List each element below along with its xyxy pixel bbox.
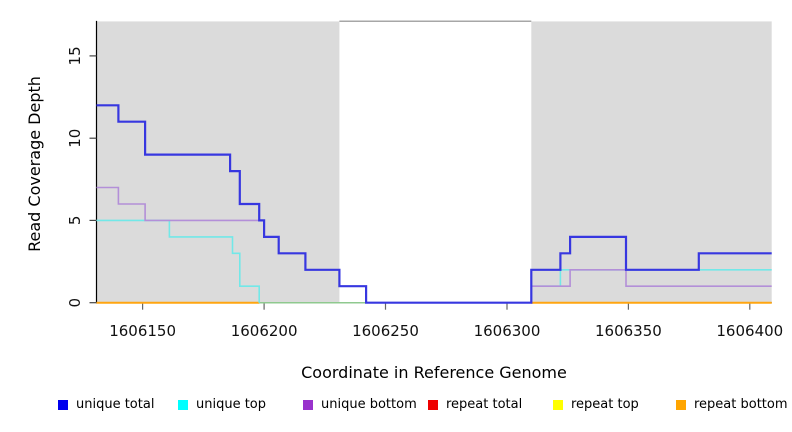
y-tick-label: 0 (66, 298, 84, 308)
legend-swatch-icon (303, 399, 313, 410)
axes-layer: 0 5 10 15 1606150 1606200 1606250 1606300 160635… (66, 20, 783, 340)
legend-item-unique-top: unique top (178, 397, 266, 412)
legend-item-repeat-bottom: repeat bottom (676, 397, 788, 412)
shaded-band (531, 21, 772, 303)
shaded-band (96, 21, 340, 303)
legend-swatch-icon (553, 399, 563, 410)
y-axis-title: Read Coverage Depth (25, 76, 44, 252)
legend-label: repeat bottom (694, 397, 788, 412)
series-unique-bottom (96, 186, 265, 222)
legend-label: repeat top (571, 397, 639, 412)
x-axis-title: Coordinate in Reference Genome (301, 363, 567, 382)
y-tick-label: 15 (66, 46, 84, 65)
series-layer (96, 104, 772, 304)
legend: unique total unique top unique bottom repea… (0, 395, 792, 421)
x-tick-label: 1606200 (231, 322, 298, 340)
legend-label: repeat total (446, 397, 523, 412)
x-tick-label: 1606250 (352, 322, 419, 340)
legend-swatch-icon (178, 399, 188, 410)
legend-label: unique top (196, 397, 267, 412)
legend-label: unique total (76, 397, 155, 412)
legend-swatch-icon (676, 399, 686, 410)
series-unique-total (96, 104, 772, 304)
legend-item-unique-total: unique total (58, 397, 154, 412)
legend-item-repeat-top: repeat top (553, 397, 639, 412)
y-tick-label: 10 (66, 129, 84, 148)
legend-item-repeat-total: repeat total (428, 397, 522, 412)
shaded-region-layer (96, 20, 772, 303)
legend-label: unique bottom (321, 397, 417, 412)
x-tick-label: 1606300 (474, 322, 541, 340)
series-unique-top (96, 219, 260, 303)
legend-swatch-icon (58, 399, 68, 410)
y-tick-label: 5 (66, 216, 84, 226)
legend-swatch-icon (428, 399, 438, 410)
x-tick-label: 1606150 (109, 322, 176, 340)
x-tick-label: 1606350 (595, 322, 662, 340)
legend-item-unique-bottom: unique bottom (303, 397, 417, 412)
x-tick-label: 1606400 (716, 322, 783, 340)
